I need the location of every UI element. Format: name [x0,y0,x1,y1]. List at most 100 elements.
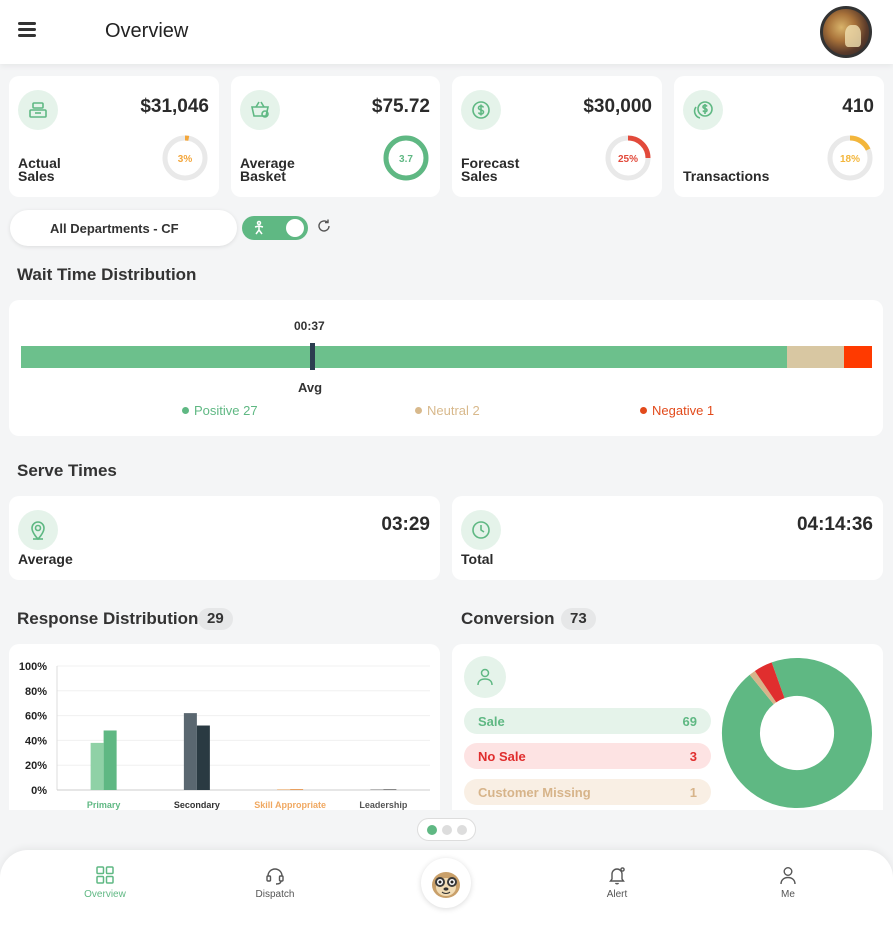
kpi-value: $75.72 [371,96,430,117]
ring-progress [162,135,208,181]
serve-average-card[interactable]: 03:29 Average [9,496,440,580]
nav-dispatch[interactable]: Dispatch [235,864,315,900]
app-header: Overview [0,0,893,64]
conversion-item-sale[interactable]: Sale 69 [464,708,711,734]
x-tick-label: Skill Appropriate [254,800,326,810]
wait-time-title: Wait Time Distribution [17,265,197,284]
wait-time-card [9,300,883,436]
person-icon [464,656,506,698]
pager-dot[interactable] [426,824,437,835]
conversion-card: Sale 69 No Sale 3 Customer Missing 1 [452,644,883,810]
y-tick-label: 80% [25,686,47,698]
response-bar-chart: 100% 80% 60% 40% 20% 0% Primary Secondary Skill … [19,661,430,810]
kpi-value: $31,046 [140,96,209,117]
donut-slice[interactable] [722,658,872,808]
nav-me[interactable]: Me [748,864,828,900]
ring-progress [383,135,429,181]
person-icon [780,867,796,885]
legend-dot [182,407,189,414]
x-tick-label: Leadership [359,800,408,810]
filter-toggle[interactable] [242,216,308,240]
toggle-knob [286,219,304,237]
ring-text: 18% [840,154,860,165]
kpi-card-average-basket[interactable]: $75.72 Average Basket 3.7 [231,76,440,197]
avatar[interactable] [820,6,872,58]
kpi-label: Forecast Sales [461,155,520,184]
pager-dot[interactable] [441,824,452,835]
kpi-ring: 3% [162,135,208,181]
conversion-item-value: 3 [689,748,697,764]
kpi-card-forecast-sales[interactable]: $30,000 Forecast Sales 25% [452,76,662,197]
legend-dot [415,407,422,414]
conversion-title: Conversion [461,609,555,628]
legend-neutral-label: Neutral 2 [427,403,480,418]
y-tick-label: 20% [25,760,47,772]
conversion-item-value: 69 [682,713,697,729]
bar[interactable] [90,742,104,790]
y-tick-label: 100% [19,661,47,673]
bar[interactable] [103,730,117,790]
conversion-item-value: 1 [689,784,697,800]
y-tick-label: 40% [25,735,47,747]
wait-distribution-bar [21,346,872,368]
legend-negative-label: Negative 1 [652,403,715,418]
y-tick-label: 0% [31,785,47,797]
department-select[interactable]: All Departments - CF [10,210,237,246]
legend-neutral: Neutral 2 [415,403,480,418]
conversion-item-no-sale[interactable]: No Sale 3 [464,743,711,769]
conversion-item-customer-missing[interactable]: Customer Missing 1 [464,779,711,805]
legend-negative: Negative 1 [640,403,714,418]
wait-avg-label: Avg [298,380,323,395]
nav-overview[interactable]: Overview [65,864,145,900]
conversion-count-badge: 73 [561,608,596,630]
bar[interactable] [290,789,304,790]
conversion-item-label: Customer Missing [478,784,591,800]
ring-progress [605,135,651,181]
kpi-label: Transactions [683,168,770,184]
ring-progress [827,135,873,181]
wait-avg-time: 00:37 [294,319,325,333]
kpi-ring: 18% [827,135,873,181]
serve-total-card[interactable]: 04:14:36 Total [452,496,883,580]
conversion-item-label: No Sale [478,748,526,764]
legend-dot [640,407,647,414]
response-count-badge: 29 [198,608,233,630]
kpi-label: Average Basket [240,155,295,184]
mascot-icon [432,872,460,898]
nav-label: Alert [606,889,628,900]
clock-icon [461,510,501,550]
ring-text: 25% [618,154,638,165]
bar[interactable] [183,713,197,790]
bar[interactable] [196,725,210,790]
bar[interactable] [370,789,384,790]
kpi-ring: 25% [605,135,651,181]
bar[interactable] [277,789,291,790]
nav-alert[interactable]: Alert [577,864,657,900]
x-tick-label: Primary [87,800,121,810]
headset-icon [266,868,284,885]
kpi-card-transactions[interactable]: 410 Transactions 18% [674,76,884,197]
ring-text: 3.7 [399,154,413,165]
wait-avg-marker [310,343,316,370]
bell-icon [609,867,625,885]
bottom-navigation: Overview Dispatch Alert Me [0,850,893,937]
serve-average-label: Average [18,551,73,567]
serve-total-value: 04:14:36 [796,514,873,535]
kpi-label: Actual Sales [18,155,61,184]
refresh-icon[interactable] [316,218,332,234]
mascot-button[interactable] [421,858,471,908]
bar[interactable] [383,789,397,790]
wait-segment-positive [21,346,787,368]
conversion-item-label: Sale [478,713,505,729]
hamburger-menu-icon[interactable] [18,22,36,38]
donut-slice[interactable] [722,658,872,808]
serve-average-value: 03:29 [381,514,430,535]
kpi-card-actual-sales[interactable]: $31,046 Actual Sales 3% [9,76,219,197]
legend-positive-label: Positive 27 [194,403,258,418]
pager-dot[interactable] [456,824,467,835]
serve-total-label: Total [461,551,494,567]
coins-icon [683,90,723,130]
nav-label: Overview [84,889,126,900]
dollar-icon [461,90,501,130]
carousel-pager[interactable] [417,818,476,841]
